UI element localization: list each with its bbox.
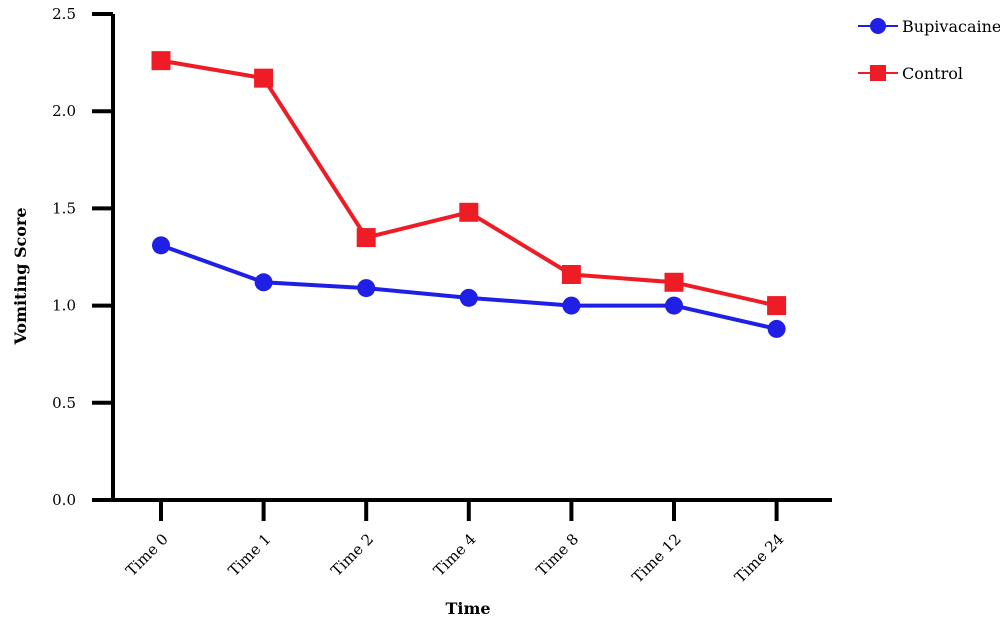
series-layer (151, 51, 787, 338)
x-axis-title: Time (445, 599, 490, 618)
legend-marker (870, 65, 886, 81)
data-point (357, 279, 376, 298)
x-tick-label: Time 24 (731, 530, 787, 586)
x-tick-label: Time 2 (327, 530, 377, 580)
data-point (459, 288, 478, 307)
data-point (254, 273, 273, 292)
y-tick-label: 2.0 (52, 102, 76, 120)
x-axis-ticks: Time 0 Time 1 Time 2 Time 4 Time 8 Time 12 Tim… (122, 500, 787, 587)
x-tick-label: Time 12 (628, 530, 684, 586)
series-line (160, 58, 778, 308)
legend-item-control: Control (858, 64, 963, 83)
x-tick-label: Time 0 (122, 530, 172, 580)
data-point (151, 51, 171, 71)
x-tick-label: Time 4 (430, 530, 480, 580)
y-tick-label: 2.5 (52, 5, 76, 23)
data-point (664, 272, 684, 292)
legend-label: Bupivacaine (902, 17, 1000, 36)
series-control (151, 51, 787, 316)
y-tick-label: 1.0 (52, 297, 76, 315)
data-point (356, 228, 376, 248)
x-tick-label: Time 1 (225, 530, 275, 580)
y-tick-label: 0.0 (52, 491, 76, 509)
legend-item-bupivacaine: Bupivacaine (858, 17, 1000, 36)
data-point (767, 319, 786, 338)
data-point (561, 264, 581, 284)
y-axis-title: Vomiting Score (11, 207, 30, 345)
x-tick-label: Time 8 (533, 530, 583, 580)
series-line (160, 243, 778, 331)
legend: Bupivacaine Control (858, 17, 1000, 83)
data-point (152, 236, 170, 255)
y-tick-label: 1.5 (52, 199, 76, 217)
legend-marker (870, 18, 886, 34)
data-point (767, 296, 787, 316)
series-bupivacaine (152, 236, 786, 338)
legend-label: Control (902, 64, 963, 83)
data-point (665, 296, 683, 315)
y-tick-label: 0.5 (52, 394, 76, 412)
axes (111, 14, 832, 502)
data-point (562, 296, 581, 315)
data-point (254, 68, 274, 88)
y-axis-ticks: 0.0 0.5 1.0 1.5 2.0 2.5 (52, 5, 113, 509)
data-point (459, 202, 479, 222)
